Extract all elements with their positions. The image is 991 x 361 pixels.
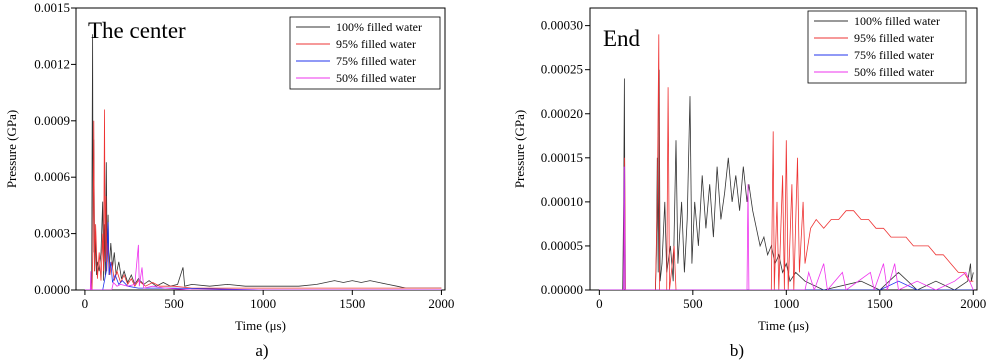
series-line-3: [84, 222, 442, 290]
y-tick-label: 0.0009: [34, 113, 70, 128]
legend-label: 95% filled water: [854, 31, 934, 45]
x-tick-label: 1000: [773, 296, 799, 311]
x-tick-label: 500: [683, 296, 703, 311]
x-tick-label: 1500: [339, 296, 365, 311]
y-tick-label: 0.0000: [34, 282, 70, 297]
series-group: [84, 34, 442, 290]
x-tick-label: 500: [164, 296, 184, 311]
x-axis-title: Time (μs): [758, 318, 809, 333]
y-axis-title: Pressure (GPa): [512, 110, 527, 188]
y-tick-label: 0.0015: [34, 0, 70, 15]
y-tick-label: 0.00005: [541, 238, 583, 253]
series-line-2: [84, 109, 442, 290]
y-tick-label: 0.00020: [541, 106, 583, 121]
series-line-4: [84, 244, 442, 290]
y-tick-label: 0.0012: [34, 56, 70, 71]
chart-panel-2: 0 500 1000 1500 2000 0.00000 0.00005 0.00010 0.0…: [512, 7, 986, 360]
legend: 100% filled water 95% filled water 75% fil…: [807, 10, 967, 84]
x-tick-label: 1500: [867, 296, 893, 311]
series-line-4: [599, 166, 974, 290]
chart-panel-1: 0 500 1000 1500 2000 0.0000 0.0003 0.0006 0.0009…: [4, 0, 454, 360]
legend-label: 100% filled water: [336, 20, 422, 34]
x-tick-label: 0: [82, 296, 89, 311]
y-tick-label: 0.00025: [541, 62, 583, 77]
y-tick-label: 0.00030: [541, 18, 583, 33]
x-axis-title: Time (μs): [235, 318, 286, 333]
x-tick-label: 2000: [428, 296, 454, 311]
legend-box: [289, 16, 441, 90]
legend-label: 95% filled water: [336, 37, 416, 51]
panel-caption: b): [730, 341, 744, 360]
series-group: [599, 34, 974, 290]
legend-label: 100% filled water: [854, 14, 940, 28]
series-line-1: [599, 69, 974, 290]
legend-label: 75% filled water: [854, 48, 934, 62]
y-tick-label: 0.00015: [541, 150, 583, 165]
legend-label: 75% filled water: [336, 54, 416, 68]
x-tick-label: 0: [596, 296, 603, 311]
series-line-2: [599, 34, 974, 290]
y-tick-label: 0.00000: [541, 282, 583, 297]
y-axis-title: Pressure (GPa): [4, 110, 19, 188]
legend-box: [807, 10, 967, 84]
x-tick-label: 1000: [250, 296, 276, 311]
legend: 100% filled water 95% filled water 75% fil…: [289, 16, 441, 90]
legend-label: 50% filled water: [854, 65, 934, 79]
panel-title: End: [603, 26, 641, 51]
panel-caption: a): [255, 341, 268, 360]
x-tick-label: 2000: [960, 296, 986, 311]
y-tick-label: 0.0006: [34, 169, 70, 184]
legend-label: 50% filled water: [336, 71, 416, 85]
panel-title: The center: [88, 18, 186, 43]
y-tick-label: 0.0003: [34, 226, 70, 241]
y-tick-label: 0.00010: [541, 194, 583, 209]
